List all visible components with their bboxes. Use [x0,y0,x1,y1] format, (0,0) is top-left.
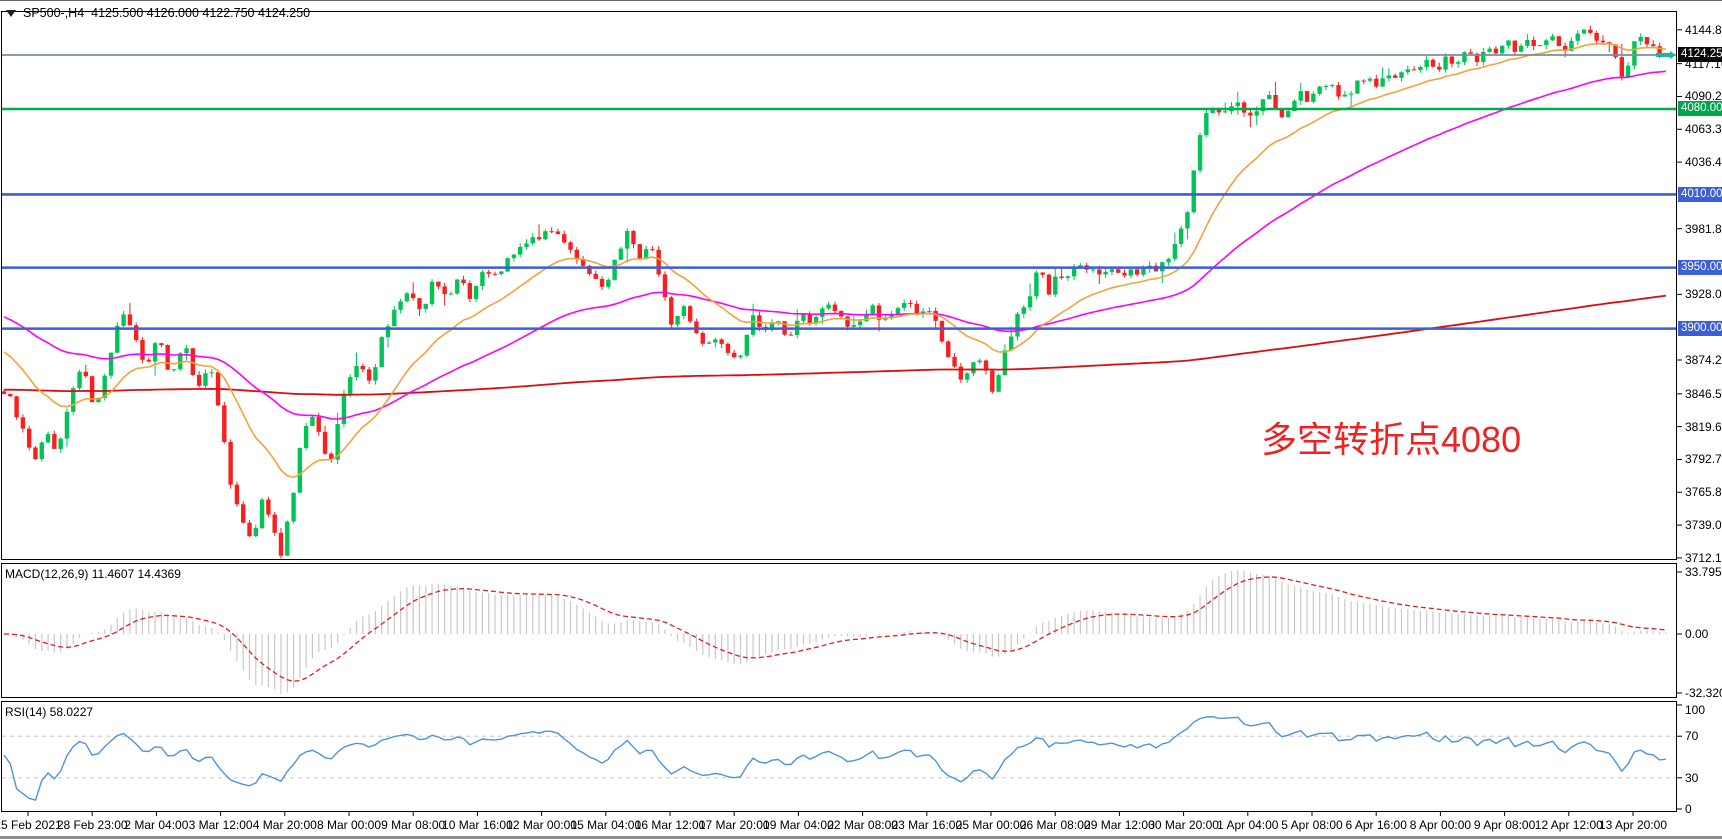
level-badge-4010: 4010.000 [1678,186,1722,202]
rsi-axis-label: 0 [1685,802,1692,816]
time-axis-label: 19 Mar 04:00 [763,818,834,832]
rsi-axis-label: 30 [1685,770,1699,785]
macd-axis-label: 33.795 [1685,565,1722,579]
price-axis-label: 3846.580 [1685,386,1722,401]
time-axis-label: 29 Mar 12:00 [1084,818,1155,832]
ma-medium [3,70,1666,420]
ma-fast [3,42,1666,479]
time-axis-label: 8 Mar 00:00 [316,818,382,832]
time-axis-label: 6 Apr 16:00 [1345,818,1407,832]
time-axis-label: 2 Mar 04:00 [124,818,189,832]
price-axis-label: 4063.370 [1685,122,1722,137]
macd-axis-label: 0.00 [1685,627,1709,641]
level-badge-3950: 3950.000 [1678,260,1722,276]
symbol-ohlc-readout: SP500-,H4 4125.500 4126.000 4122.750 412… [6,6,310,20]
bid-price-marker [1656,52,1670,57]
price-axis-label: 3739.000 [1685,518,1722,533]
price-axis-label: 3792.790 [1685,452,1722,467]
rsi-line [3,715,1666,801]
price-axis-label: 3712.105 [1685,550,1722,565]
time-axis-label: 28 Feb 23:00 [56,818,128,832]
price-axis-label: 3765.895 [1685,485,1722,500]
time-axis-label: 9 Apr 08:00 [1473,818,1536,832]
current-price-badge: 4124.250 [1678,47,1722,63]
macd-indicator-label: MACD(12,26,9) 11.4607 14.4369 [5,567,181,581]
time-axis-label: 1 Apr 04:00 [1217,818,1279,832]
time-axis-label: 5 Apr 08:00 [1281,818,1343,832]
time-axis-label: 10 Mar 16:00 [442,818,513,832]
price-axis-label: 4144.870 [1685,22,1722,37]
price-axis-label: 3981.870 [1685,221,1722,236]
time-axis-label: 4 Mar 20:00 [252,818,317,832]
time-axis-label: 15 Mar 04:00 [570,818,642,832]
ohlc-values: 4125.500 4126.000 4122.750 4124.250 [91,6,311,20]
time-axis-label: 25 Feb 2021 [0,818,62,832]
time-axis-label: 3 Mar 12:00 [188,818,253,832]
rsi-axis-label: 70 [1685,729,1699,744]
ma-slow [4,294,1667,396]
time-axis-label: 22 Mar 08:00 [827,818,898,832]
time-axis-label: 30 Mar 20:00 [1148,818,1219,832]
time-axis-label: 12 Mar 00:00 [506,818,577,832]
rsi-axis-label: 100 [1685,703,1706,717]
time-axis-label: 8 Apr 00:00 [1409,818,1472,832]
dropdown-arrow-icon[interactable] [6,9,16,17]
macd-signal-line [3,576,1666,682]
price-axis-label: 4036.475 [1685,155,1722,170]
price-axis-label: 3819.685 [1685,419,1722,434]
time-axis-label: 17 Mar 20:00 [698,818,770,832]
time-axis-label: 26 Mar 08:00 [1019,818,1091,832]
macd-axis-label: -32.3207 [1685,686,1722,700]
time-axis-label: 16 Mar 12:00 [634,818,706,832]
time-axis-label: 12 Apr 12:00 [1534,818,1603,832]
level-badge-3900: 3900.000 [1678,321,1722,337]
annotation-text[interactable]: 多空转折点4080 [1261,419,1522,460]
time-axis-label: 9 Mar 08:00 [381,818,446,832]
rsi-indicator-label: RSI(14) 58.0227 [5,705,94,719]
price-axis-label: 4090.265 [1685,89,1722,104]
time-axis-label: 25 Mar 00:00 [955,818,1027,832]
time-axis-label: 23 Mar 16:00 [891,818,963,832]
level-badge-4080: 4080.000 [1678,101,1722,117]
price-axis-label: 3874.290 [1685,353,1722,367]
price-axis-label: 3928.080 [1685,287,1722,302]
time-axis-label: 13 Apr 20:00 [1598,818,1668,832]
symbol-timeframe-label: SP500-,H4 [23,6,85,20]
